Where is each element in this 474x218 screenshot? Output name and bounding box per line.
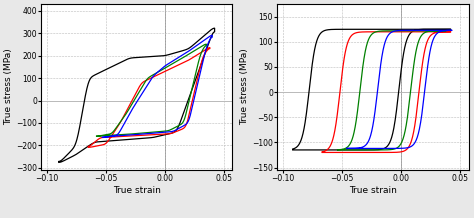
X-axis label: True strain: True strain [349, 186, 397, 195]
Y-axis label: True stress (MPa): True stress (MPa) [4, 49, 13, 126]
X-axis label: True strain: True strain [113, 186, 161, 195]
Y-axis label: True stress (MPa): True stress (MPa) [240, 49, 249, 126]
